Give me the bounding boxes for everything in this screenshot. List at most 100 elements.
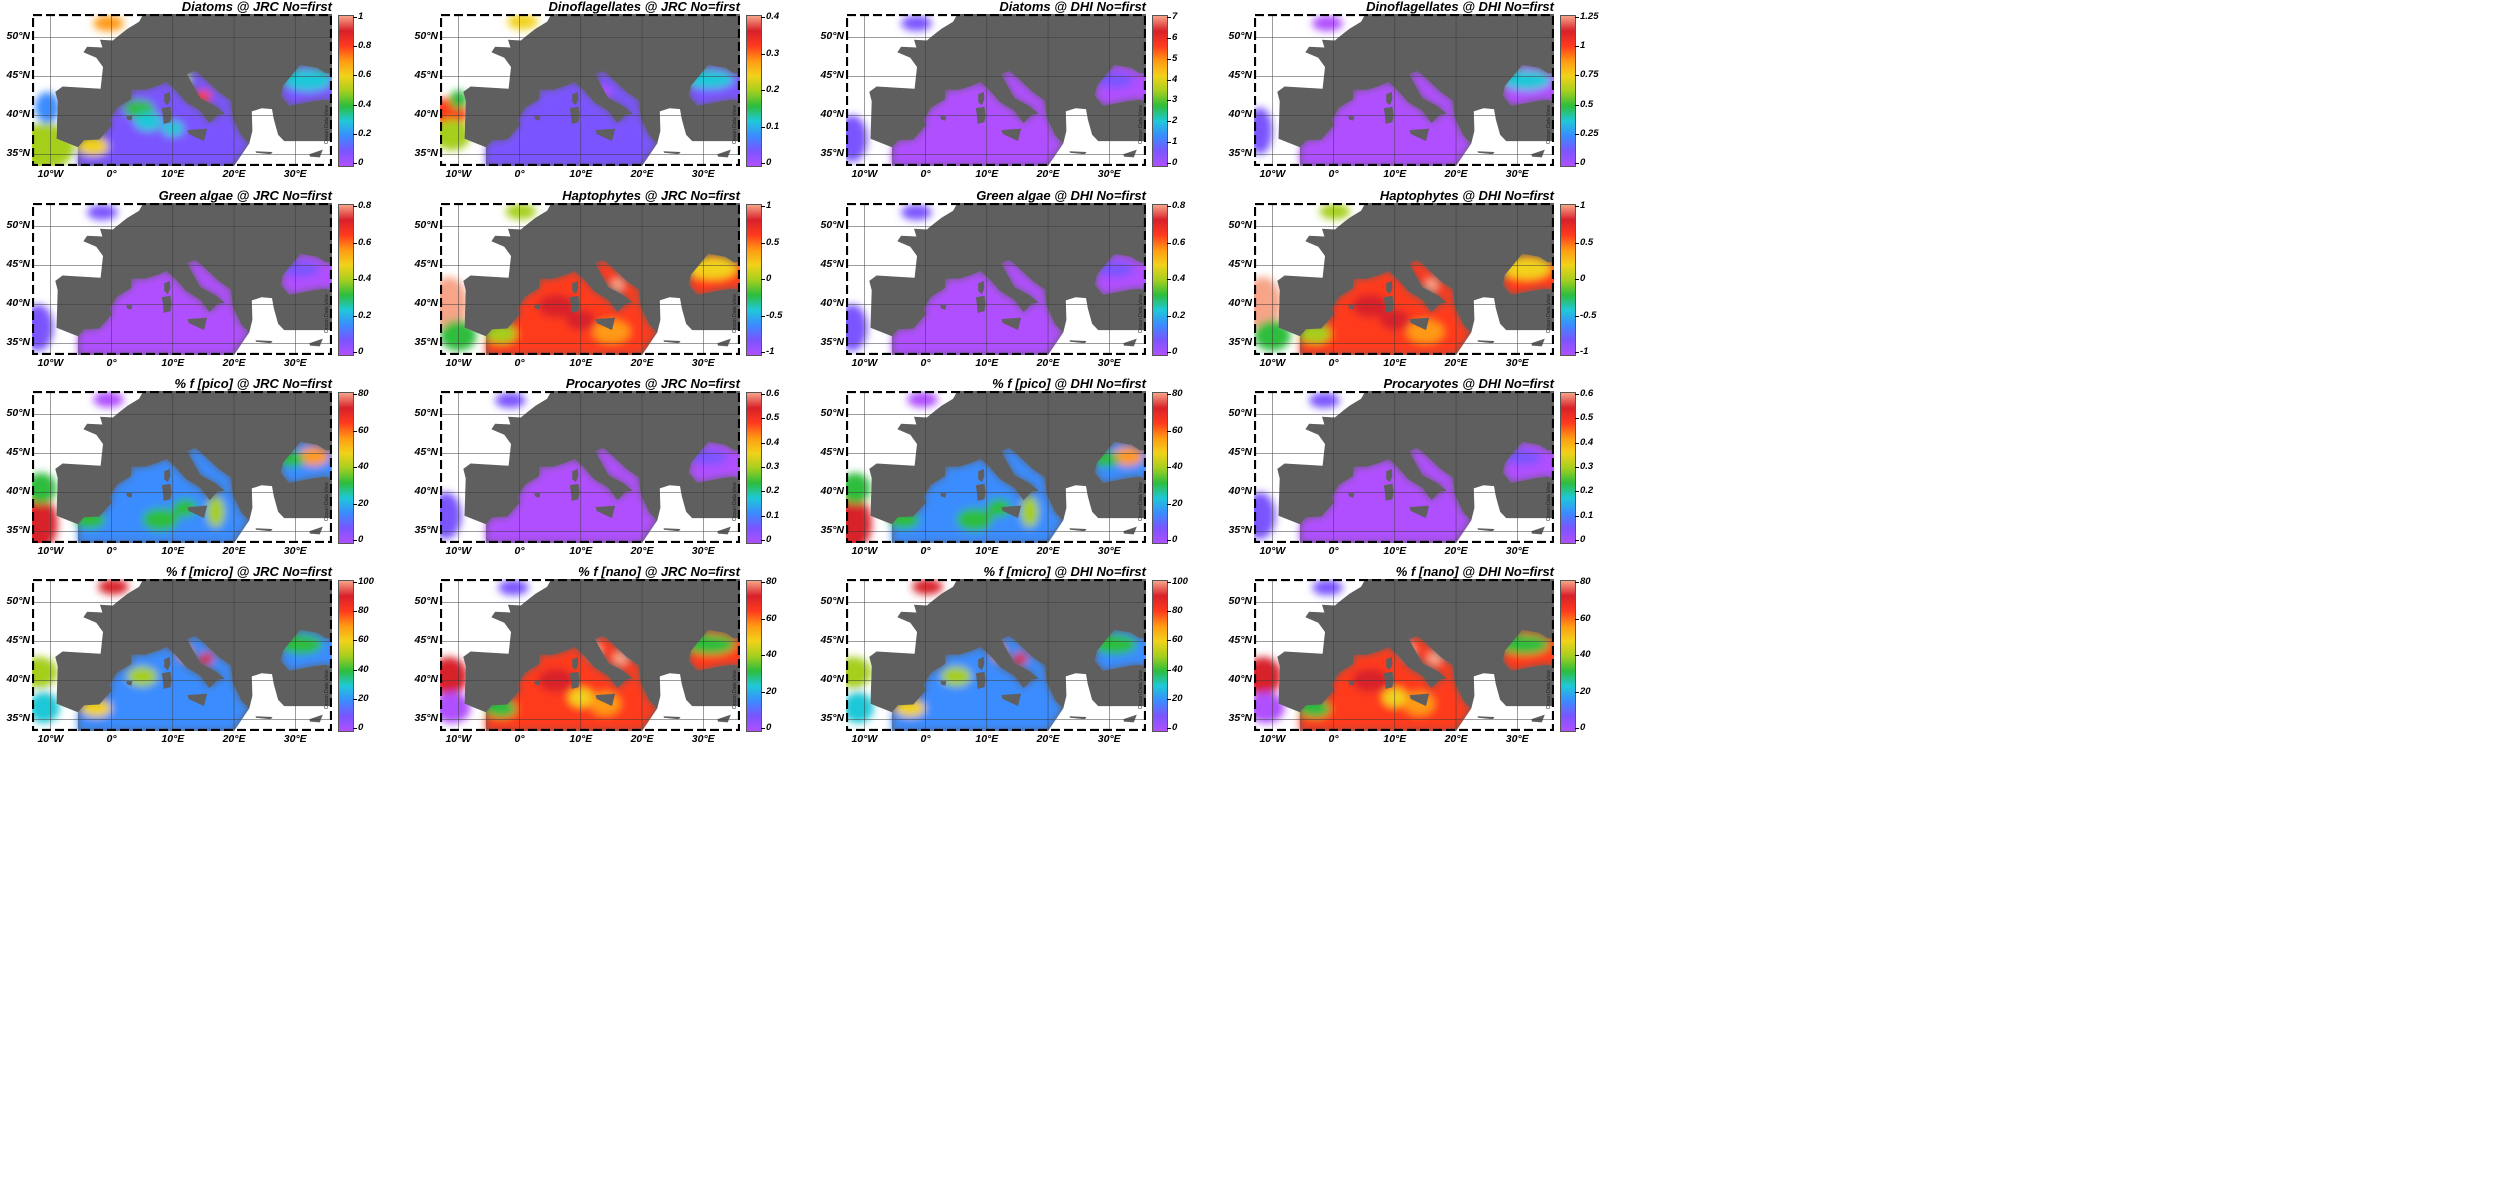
lat-label: 50°N bbox=[6, 219, 30, 232]
data-blob bbox=[1312, 15, 1343, 32]
lon-label: 10°E bbox=[161, 733, 185, 745]
lon-label: 10°E bbox=[569, 545, 593, 557]
lon-label: 20°E bbox=[222, 357, 246, 369]
panel-title: Haptophytes @ JRC No=first bbox=[562, 188, 740, 203]
credit-text: Ocean Data View bbox=[732, 294, 738, 333]
island bbox=[1001, 693, 1022, 707]
data-blob bbox=[93, 391, 124, 408]
map-plot bbox=[1254, 14, 1554, 166]
island bbox=[717, 338, 731, 347]
atlantic-area bbox=[32, 391, 144, 543]
lon-label: 0° bbox=[514, 168, 525, 180]
island bbox=[1478, 125, 1483, 129]
britain-area bbox=[1269, 203, 1297, 214]
lon-label: 20°E bbox=[630, 168, 654, 180]
lon-label: 10°W bbox=[37, 168, 64, 180]
data-blob bbox=[846, 304, 868, 352]
data-blob bbox=[1254, 492, 1276, 540]
island bbox=[255, 716, 273, 720]
colorbar-tick: 1 bbox=[352, 11, 364, 22]
britain-area bbox=[47, 14, 75, 25]
atlantic-area bbox=[32, 14, 144, 166]
lat-label: 50°N bbox=[414, 219, 438, 232]
colorbar bbox=[1560, 204, 1576, 356]
lon-label: 0° bbox=[106, 168, 117, 180]
island bbox=[1070, 314, 1075, 318]
lat-label: 40°N bbox=[6, 108, 30, 121]
britain-area bbox=[47, 579, 75, 590]
colorbar-tick: 60 bbox=[353, 424, 369, 436]
lat-label: 35°N bbox=[6, 147, 30, 160]
atlantic-area bbox=[440, 391, 552, 543]
island bbox=[1486, 513, 1491, 517]
colorbar-tick: 0.5 bbox=[1574, 236, 1594, 248]
colorbar-tick: 6 bbox=[1166, 31, 1178, 43]
map-panel: Diatoms @ DHI No=first 35°N 40°N 45°N 50°N 10… bbox=[821, 0, 1229, 188]
lat-label: 50°N bbox=[6, 407, 30, 420]
credit-text: Ocean Data View bbox=[1138, 105, 1144, 144]
colorbar-tick: 0.4 bbox=[760, 436, 780, 448]
island bbox=[1348, 493, 1355, 498]
island bbox=[572, 468, 579, 483]
island bbox=[717, 714, 731, 723]
island bbox=[1491, 308, 1495, 313]
lon-label: 10°W bbox=[1259, 733, 1286, 745]
map-panel: Procaryotes @ JRC No=first 35°N 40°N 45°N 50… bbox=[415, 376, 823, 565]
map-frame bbox=[846, 579, 1146, 731]
colorbar-tick: 60 bbox=[1167, 634, 1183, 646]
colorbar-tick: 0 bbox=[1166, 722, 1178, 733]
britain-area bbox=[1269, 391, 1297, 402]
island bbox=[664, 314, 669, 318]
colorbar-tick: 0.2 bbox=[760, 485, 780, 497]
atlantic-area bbox=[32, 579, 144, 731]
data-blob bbox=[199, 652, 214, 665]
data-blob bbox=[846, 496, 872, 543]
colorbar-tick: 0.4 bbox=[760, 11, 780, 22]
lon-label: 20°E bbox=[1444, 357, 1468, 369]
colorbar bbox=[338, 392, 354, 544]
island bbox=[978, 468, 985, 483]
island bbox=[663, 340, 681, 344]
lon-label: 0° bbox=[920, 357, 931, 369]
lon-label: 20°E bbox=[222, 545, 246, 557]
lat-label: 45°N bbox=[820, 634, 844, 647]
island bbox=[1477, 528, 1495, 532]
island bbox=[663, 151, 681, 155]
map-plot bbox=[846, 203, 1146, 355]
lat-label: 50°N bbox=[414, 407, 438, 420]
island bbox=[664, 502, 669, 506]
island bbox=[1123, 338, 1137, 347]
island bbox=[671, 517, 675, 521]
data-blob bbox=[35, 91, 60, 124]
lon-label: 30°E bbox=[1097, 357, 1121, 369]
colorbar-tick: 60 bbox=[1167, 424, 1183, 436]
map-plot bbox=[1254, 203, 1554, 355]
lon-label: 10°W bbox=[851, 545, 878, 557]
island bbox=[1486, 136, 1491, 140]
island bbox=[126, 493, 133, 498]
island bbox=[1386, 468, 1393, 483]
colorbar-tick: 0.8 bbox=[352, 200, 372, 211]
island bbox=[263, 705, 267, 709]
atlantic-area bbox=[32, 203, 144, 355]
lon-label: 20°E bbox=[630, 733, 654, 745]
map-plot bbox=[32, 391, 332, 543]
island bbox=[263, 517, 267, 521]
island bbox=[256, 314, 261, 318]
data-blob bbox=[901, 15, 932, 32]
lat-label: 45°N bbox=[820, 446, 844, 459]
lat-label: 45°N bbox=[6, 258, 30, 271]
island bbox=[661, 514, 666, 519]
island bbox=[1386, 91, 1393, 106]
island bbox=[572, 91, 579, 106]
island bbox=[269, 496, 273, 501]
data-blob bbox=[1501, 70, 1551, 91]
lon-label: 20°E bbox=[222, 168, 246, 180]
island bbox=[1070, 502, 1075, 506]
colorbar-tick: 0.6 bbox=[1166, 236, 1186, 248]
lat-label: 50°N bbox=[414, 595, 438, 608]
lat-label: 50°N bbox=[820, 30, 844, 43]
map-frame bbox=[440, 579, 740, 731]
lat-label: 40°N bbox=[414, 297, 438, 310]
island bbox=[1478, 502, 1483, 506]
